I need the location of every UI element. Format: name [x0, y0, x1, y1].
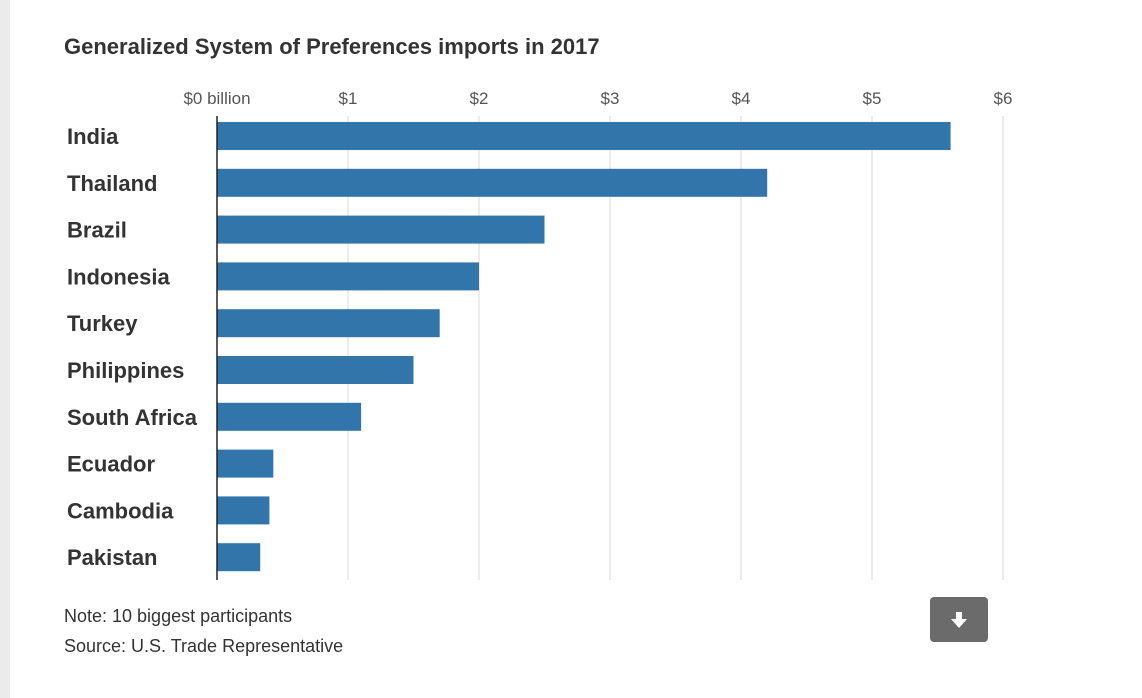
y-category-label: India [67, 124, 119, 149]
y-category-label: Indonesia [67, 264, 170, 289]
x-tick-label: $2 [470, 89, 489, 108]
chart-card: Generalized System of Preferences import… [10, 0, 1142, 698]
chart-title: Generalized System of Preferences import… [64, 34, 600, 59]
x-tick-label: $0 billion [183, 89, 250, 108]
x-tick-label: $5 [863, 89, 882, 108]
bar [217, 262, 479, 291]
y-category-label: South Africa [67, 405, 198, 430]
bar [217, 356, 414, 384]
bar [217, 168, 768, 197]
bar [217, 215, 545, 244]
y-category-label: Turkey [67, 311, 138, 336]
bar [217, 496, 270, 525]
x-tick-label: $4 [732, 89, 751, 108]
y-category-label: Philippines [67, 358, 184, 383]
bar [217, 122, 951, 150]
y-category-label: Cambodia [67, 498, 174, 523]
bar [217, 402, 362, 431]
bar [217, 449, 274, 478]
chart-note: Note: 10 biggest participants [64, 606, 293, 626]
bar [217, 309, 440, 338]
x-tick-label: $6 [994, 89, 1013, 108]
x-tick-label: $3 [601, 89, 620, 108]
y-category-label: Pakistan [67, 545, 158, 570]
download-arrow-icon [951, 611, 967, 628]
bar [217, 543, 261, 572]
x-tick-label: $1 [339, 89, 358, 108]
y-category-label: Brazil [67, 218, 127, 243]
download-button[interactable] [930, 597, 988, 642]
y-category-label: Ecuador [67, 452, 155, 477]
y-category-label: Thailand [67, 171, 157, 196]
bar-chart: $0 billion $1 $2 $3 $4 $5 $6 India Thailand Brazi… [67, 89, 1013, 580]
chart-source: Source: U.S. Trade Representative [64, 636, 344, 656]
